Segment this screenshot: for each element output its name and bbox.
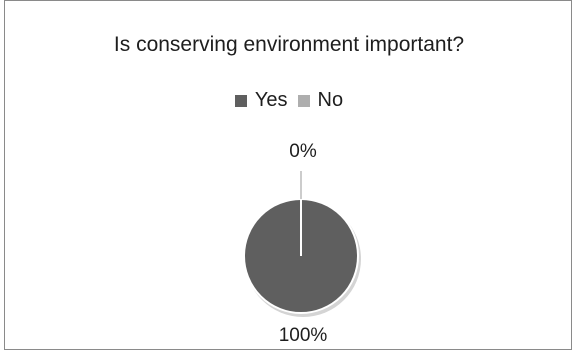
data-label-no: 0%: [289, 141, 317, 162]
legend-swatch-no: [297, 94, 310, 107]
legend-label-yes: Yes: [254, 89, 288, 111]
data-label-yes: 100%: [279, 325, 328, 346]
legend-item-no: No: [297, 89, 344, 112]
legend-swatch-yes: [234, 94, 247, 107]
legend-item-yes: Yes: [234, 89, 288, 112]
legend: Yes No: [5, 89, 573, 112]
chart-frame: Is conserving environment important? Yes…: [4, 0, 572, 350]
legend-label-no: No: [317, 89, 344, 111]
chart-title: Is conserving environment important?: [113, 33, 465, 56]
pie-chart: 100% 0%: [243, 141, 361, 346]
